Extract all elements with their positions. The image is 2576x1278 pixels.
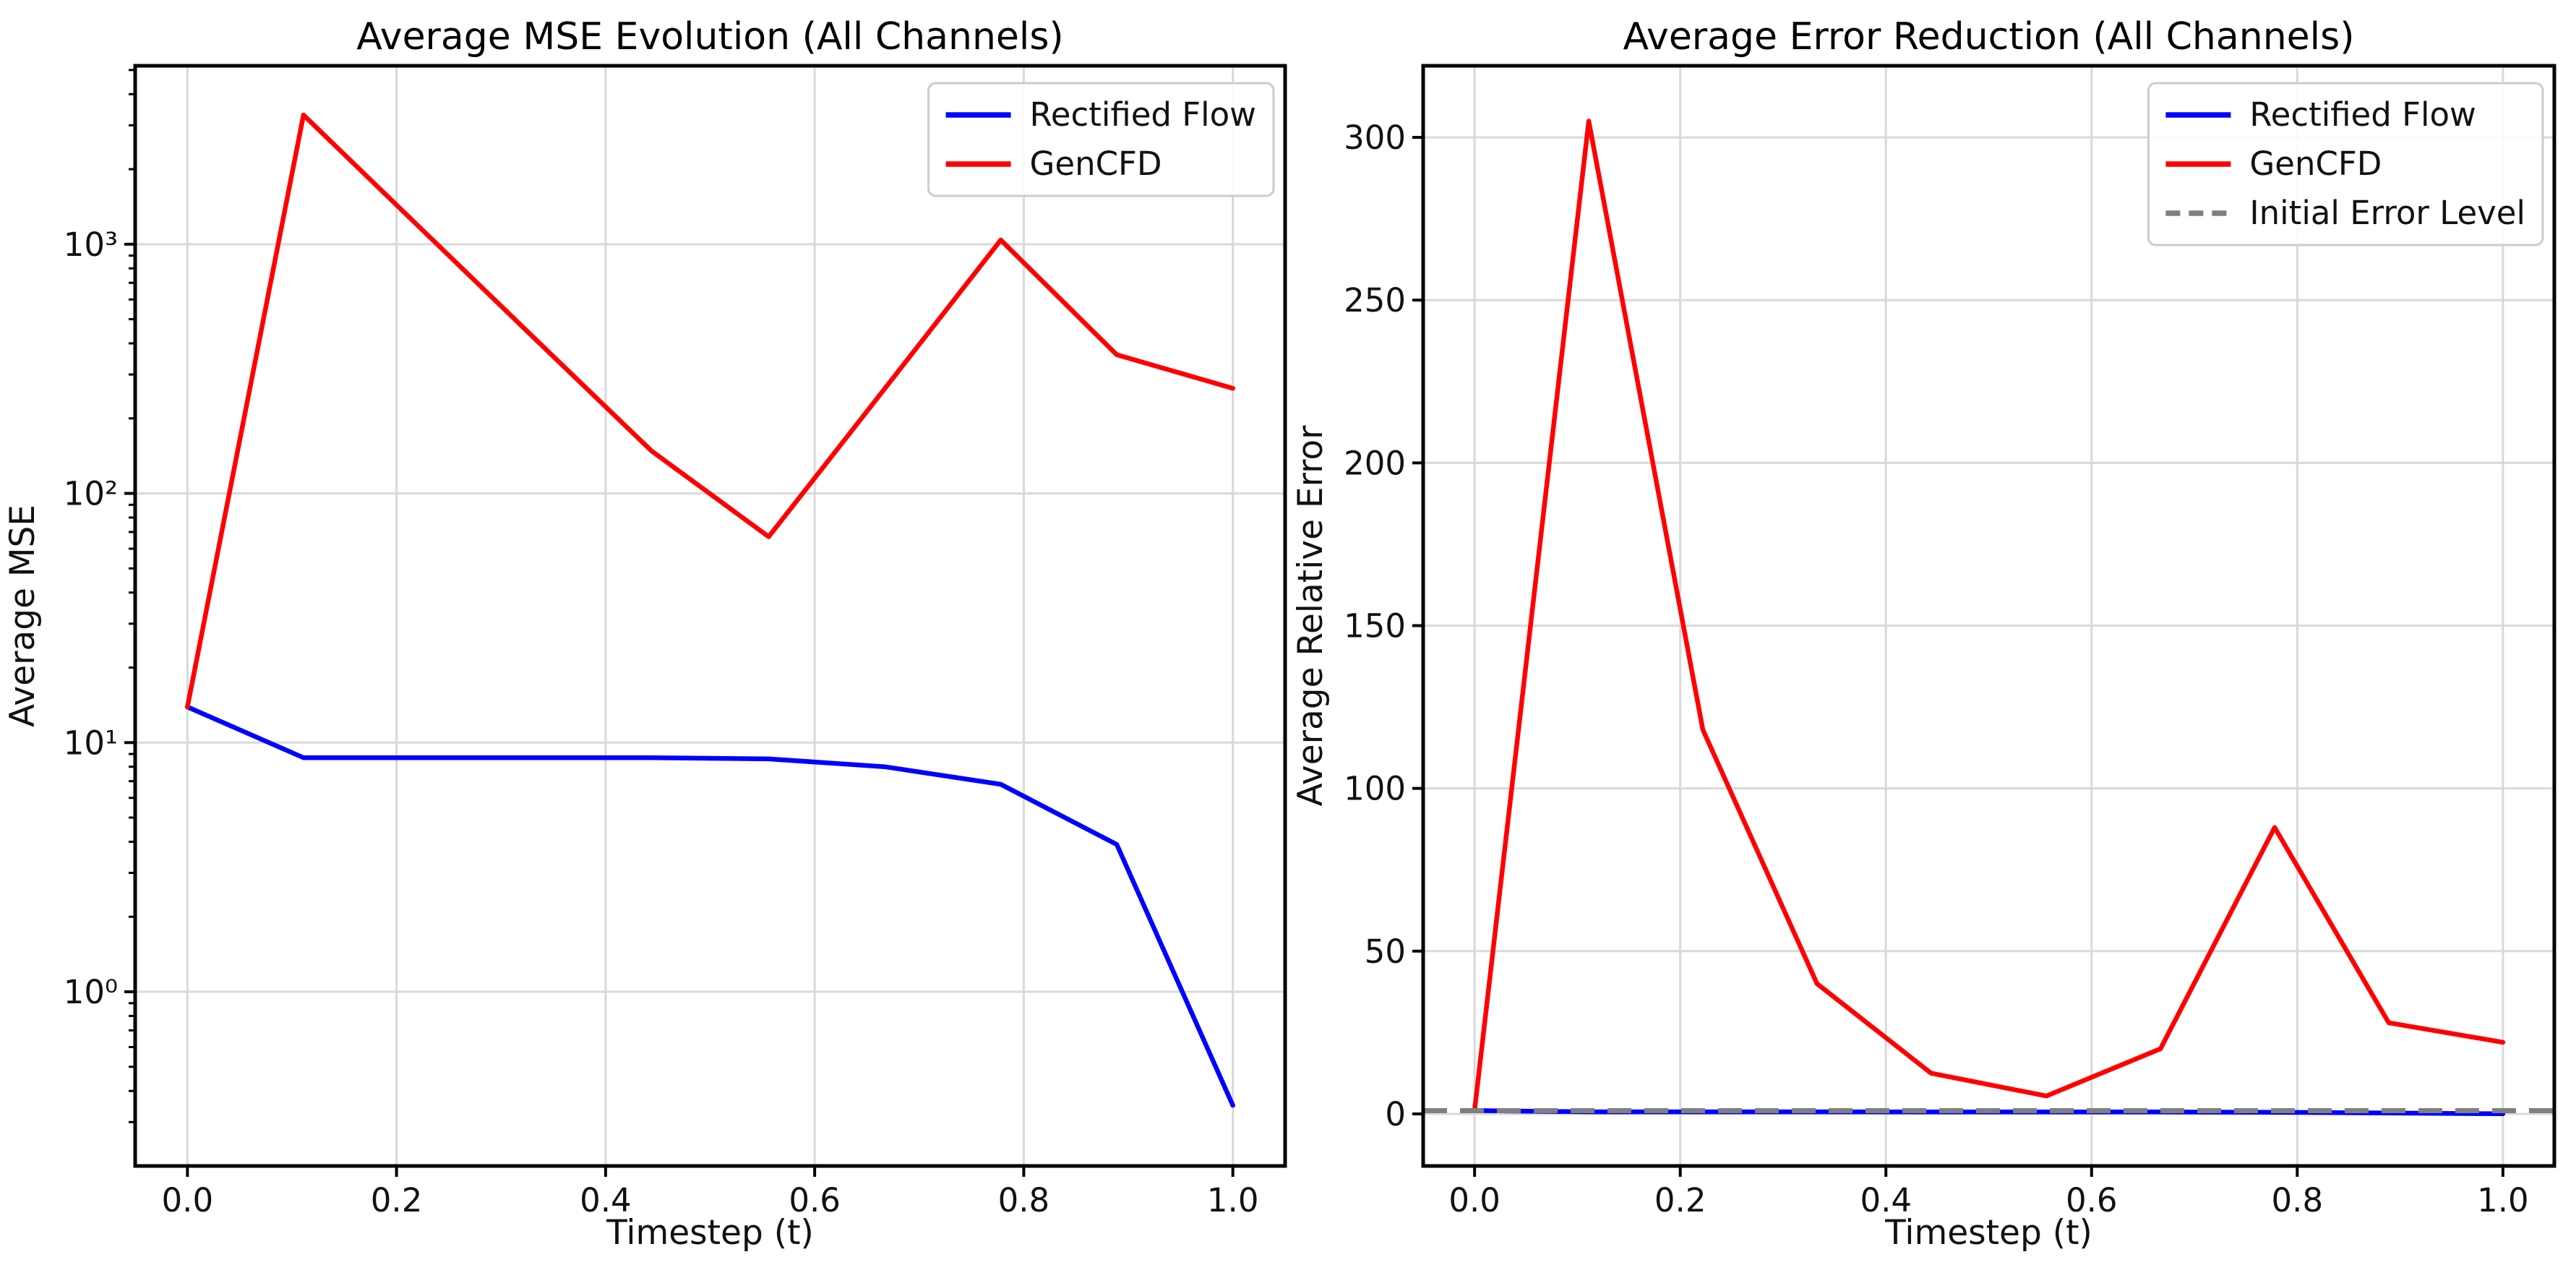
y-tick-label: 200 <box>1344 444 1406 482</box>
y-tick-label: 0 <box>1385 1095 1406 1133</box>
mse-evolution-panel: 0.0 0.2 0.4 0.6 0.8 1.0 10⁰ 10¹ 10² 10³ Average MS… <box>3 15 1287 1253</box>
axes-frame <box>133 64 1287 1168</box>
legend-label-gencfd: GenCFD <box>2249 145 2382 183</box>
x-tick-label: 0.2 <box>1654 1181 1706 1219</box>
y-tick-label: 10⁰ <box>64 973 118 1011</box>
x-tick-label: 0.4 <box>1860 1181 1912 1219</box>
x-tick-label: 1.0 <box>2477 1181 2529 1219</box>
legend: Rectified Flow GenCFD <box>927 82 1275 197</box>
chart-title: Average Error Reduction (All Channels) <box>1623 15 2355 59</box>
legend-label-gencfd: GenCFD <box>1030 145 1162 183</box>
y-tick-label: 150 <box>1344 607 1406 646</box>
y-axis-label: Average MSE <box>3 505 43 727</box>
chart-title: Average MSE Evolution (All Channels) <box>356 15 1063 59</box>
legend: Rectified Flow GenCFD Initial Error Level <box>2147 82 2544 246</box>
y-tick-label: 50 <box>1365 932 1406 971</box>
y-tick-label: 10² <box>64 475 118 513</box>
legend-label-initial-error-level: Initial Error Level <box>2249 194 2525 232</box>
series-line-gencfd <box>185 112 1235 710</box>
x-tick-label: 0.4 <box>580 1181 632 1219</box>
x-tick-label: 1.0 <box>1207 1181 1259 1219</box>
x-axis-label: Timestep (t) <box>606 1213 814 1253</box>
series-line-rectified-flow <box>185 704 1235 1108</box>
legend-label-rectified-flow: Rectified Flow <box>1030 95 1256 134</box>
x-tick-label: 0.0 <box>162 1181 214 1219</box>
legend-label-rectified-flow: Rectified Flow <box>2249 95 2476 134</box>
x-axis-label: Timestep (t) <box>1884 1213 2092 1253</box>
y-axis-label: Average Relative Error <box>1291 425 1331 807</box>
x-tick-label: 0.8 <box>2272 1181 2324 1219</box>
series-line-gencfd <box>1472 119 2506 1113</box>
y-tick-label: 300 <box>1344 119 1406 157</box>
x-tick-label: 0.2 <box>371 1181 423 1219</box>
x-tick-label: 0.6 <box>789 1181 841 1219</box>
legend-box <box>2147 82 2544 246</box>
error-reduction-panel: 0.0 0.2 0.4 0.6 0.8 1.0 0 50 100 150 200 250 300 Aver… <box>1291 15 2556 1253</box>
x-tick-label: 0.8 <box>998 1181 1050 1219</box>
legend-box <box>927 82 1275 197</box>
y-tick-label: 10³ <box>64 226 118 264</box>
x-tick-label: 0.6 <box>2066 1181 2118 1219</box>
y-tick-label: 100 <box>1344 770 1406 808</box>
x-tick-label: 0.0 <box>1448 1181 1500 1219</box>
axes-frame <box>1421 64 2556 1168</box>
y-tick-label: 10¹ <box>64 724 118 762</box>
y-tick-label: 250 <box>1344 281 1406 320</box>
